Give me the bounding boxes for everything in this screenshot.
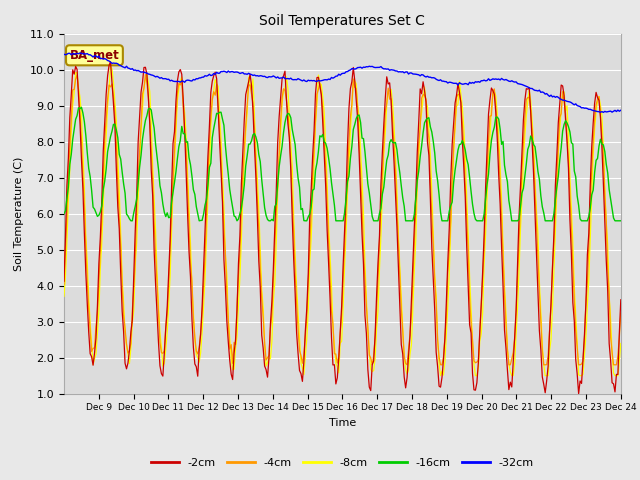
Legend: -2cm, -4cm, -8cm, -16cm, -32cm: -2cm, -4cm, -8cm, -16cm, -32cm	[147, 453, 538, 472]
X-axis label: Time: Time	[329, 418, 356, 428]
Text: BA_met: BA_met	[70, 49, 119, 62]
Title: Soil Temperatures Set C: Soil Temperatures Set C	[259, 14, 426, 28]
Y-axis label: Soil Temperature (C): Soil Temperature (C)	[14, 156, 24, 271]
